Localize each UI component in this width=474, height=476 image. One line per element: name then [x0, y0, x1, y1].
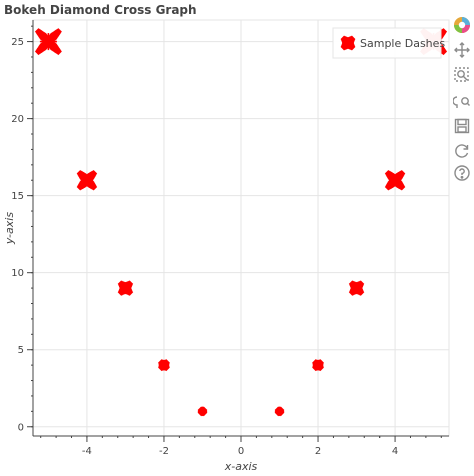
data-point: [76, 169, 98, 191]
reset-tool-icon[interactable]: [453, 142, 471, 160]
data-point: [34, 28, 62, 56]
y-tick-label: 20: [11, 114, 24, 125]
x-tick-label: 4: [392, 446, 398, 457]
chart-title: Bokeh Diamond Cross Graph: [4, 3, 197, 17]
x-tick-label: -2: [159, 446, 169, 457]
data-point: [117, 280, 134, 296]
y-tick-label: 5: [18, 345, 24, 356]
data-point: [274, 406, 285, 417]
x-tick-label: -4: [82, 446, 92, 457]
box-zoom-tool-icon[interactable]: [453, 66, 471, 84]
axes: -4 -2 0 2 4 0 5 10 15 20 25: [11, 20, 449, 457]
data-point: [158, 359, 170, 372]
data-point: [312, 359, 324, 372]
y-axis-label: y-axis: [3, 212, 16, 245]
legend: Sample Dashes: [332, 27, 445, 59]
legend-label: Sample Dashes: [360, 37, 445, 50]
y-tick-label: 0: [18, 422, 24, 433]
data-point: [384, 169, 406, 191]
y-tick-label: 10: [11, 268, 24, 279]
bokeh-logo-icon: [453, 16, 471, 34]
grid: [33, 20, 449, 436]
pan-tool-icon[interactable]: [453, 41, 471, 59]
legend-glyph: [340, 35, 356, 51]
y-tick-label: 15: [11, 191, 24, 202]
y-tick-label: 25: [11, 37, 24, 48]
data-point: [197, 406, 208, 417]
x-tick-label: 2: [315, 446, 321, 457]
wheel-zoom-tool-icon[interactable]: [453, 93, 471, 111]
data-point: [348, 280, 365, 296]
x-tick-label: 0: [238, 446, 244, 457]
help-tool-icon[interactable]: [453, 164, 471, 182]
save-tool-icon[interactable]: [453, 117, 471, 135]
legend-marker: [340, 35, 356, 51]
legend-box: [332, 27, 442, 59]
x-axis-label: x-axis: [224, 460, 258, 473]
